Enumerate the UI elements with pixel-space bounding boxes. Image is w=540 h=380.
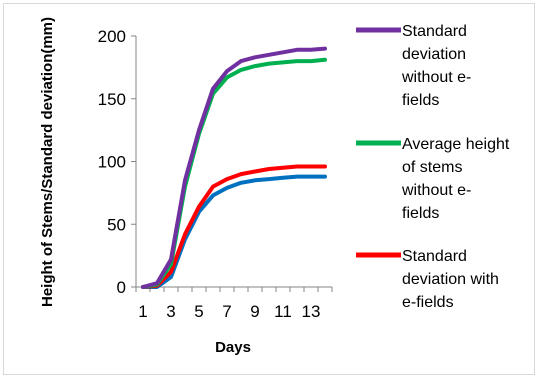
series-line-2 (141, 164, 327, 289)
y-axis-title: Height of Stems/Standard deviation(mm) (39, 17, 56, 307)
legend-label: Standard (402, 23, 467, 40)
x-tick-label: 7 (222, 302, 231, 321)
legend-item-2: Standard deviation with e-fields (356, 248, 499, 311)
legend-item-1: Average height of stems without e-fields (356, 136, 510, 222)
legend-label: e-fields (402, 294, 454, 311)
y-tick-label: 100 (98, 153, 126, 172)
series-line-0 (141, 46, 327, 289)
x-tick-label: 3 (166, 302, 175, 321)
x-tick-label: 9 (250, 302, 259, 321)
y-tick-label: 0 (117, 278, 126, 297)
legend-label: fields (402, 92, 439, 109)
legend-item-0: Standard deviation without e-fields (356, 23, 471, 109)
series-lines (141, 46, 327, 289)
x-tick-label: 5 (194, 302, 203, 321)
legend-label: fields (402, 205, 439, 222)
x-axis-title: Days (215, 339, 251, 356)
x-tick-label: 13 (302, 302, 321, 321)
legend-label: without e- (401, 69, 471, 86)
legend-label: without e- (401, 182, 471, 199)
y-tick-label: 200 (98, 27, 126, 46)
legend-label: deviation (402, 46, 466, 63)
y-tick-label: 50 (107, 215, 126, 234)
legend-label: Standard (402, 248, 467, 265)
x-tick-label: 1 (138, 302, 147, 321)
x-tick-label: 11 (274, 302, 292, 321)
y-tick-label: 150 (98, 90, 126, 109)
legend-label: Average height (402, 136, 510, 153)
legend-label: deviation with (402, 271, 499, 288)
legend-label: of stems (402, 159, 462, 176)
